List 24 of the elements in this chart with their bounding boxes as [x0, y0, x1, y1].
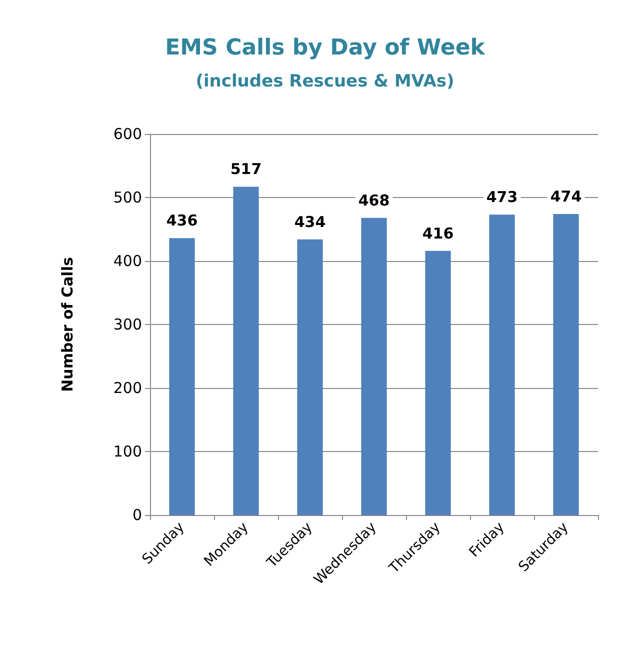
data-label: 473: [486, 188, 518, 206]
data-label: 416: [422, 224, 454, 242]
y-tick-label: 600: [113, 125, 142, 143]
bar: [489, 214, 515, 515]
data-label: 434: [294, 212, 326, 231]
y-axis-title: Number of Calls: [58, 257, 76, 392]
data-label: 436: [166, 212, 198, 230]
chart-title: EMS Calls by Day of Week: [165, 36, 486, 60]
data-label: 517: [230, 160, 262, 178]
y-tick-label: 400: [113, 252, 142, 270]
y-tick-label: 300: [113, 316, 142, 334]
chart-subtitle: (includes Rescues & MVAs): [196, 72, 454, 92]
y-tick-label: 200: [113, 379, 142, 397]
bar: [425, 250, 451, 515]
bar: [553, 214, 579, 515]
data-label: 468: [358, 191, 390, 210]
bar: [233, 186, 259, 515]
bar: [297, 239, 323, 515]
bar: [361, 218, 387, 515]
y-tick-label: 500: [113, 188, 142, 206]
y-tick-label: 100: [113, 442, 142, 460]
data-label: 474: [550, 188, 582, 206]
y-tick-label: 0: [132, 506, 142, 524]
bar: [169, 238, 195, 515]
